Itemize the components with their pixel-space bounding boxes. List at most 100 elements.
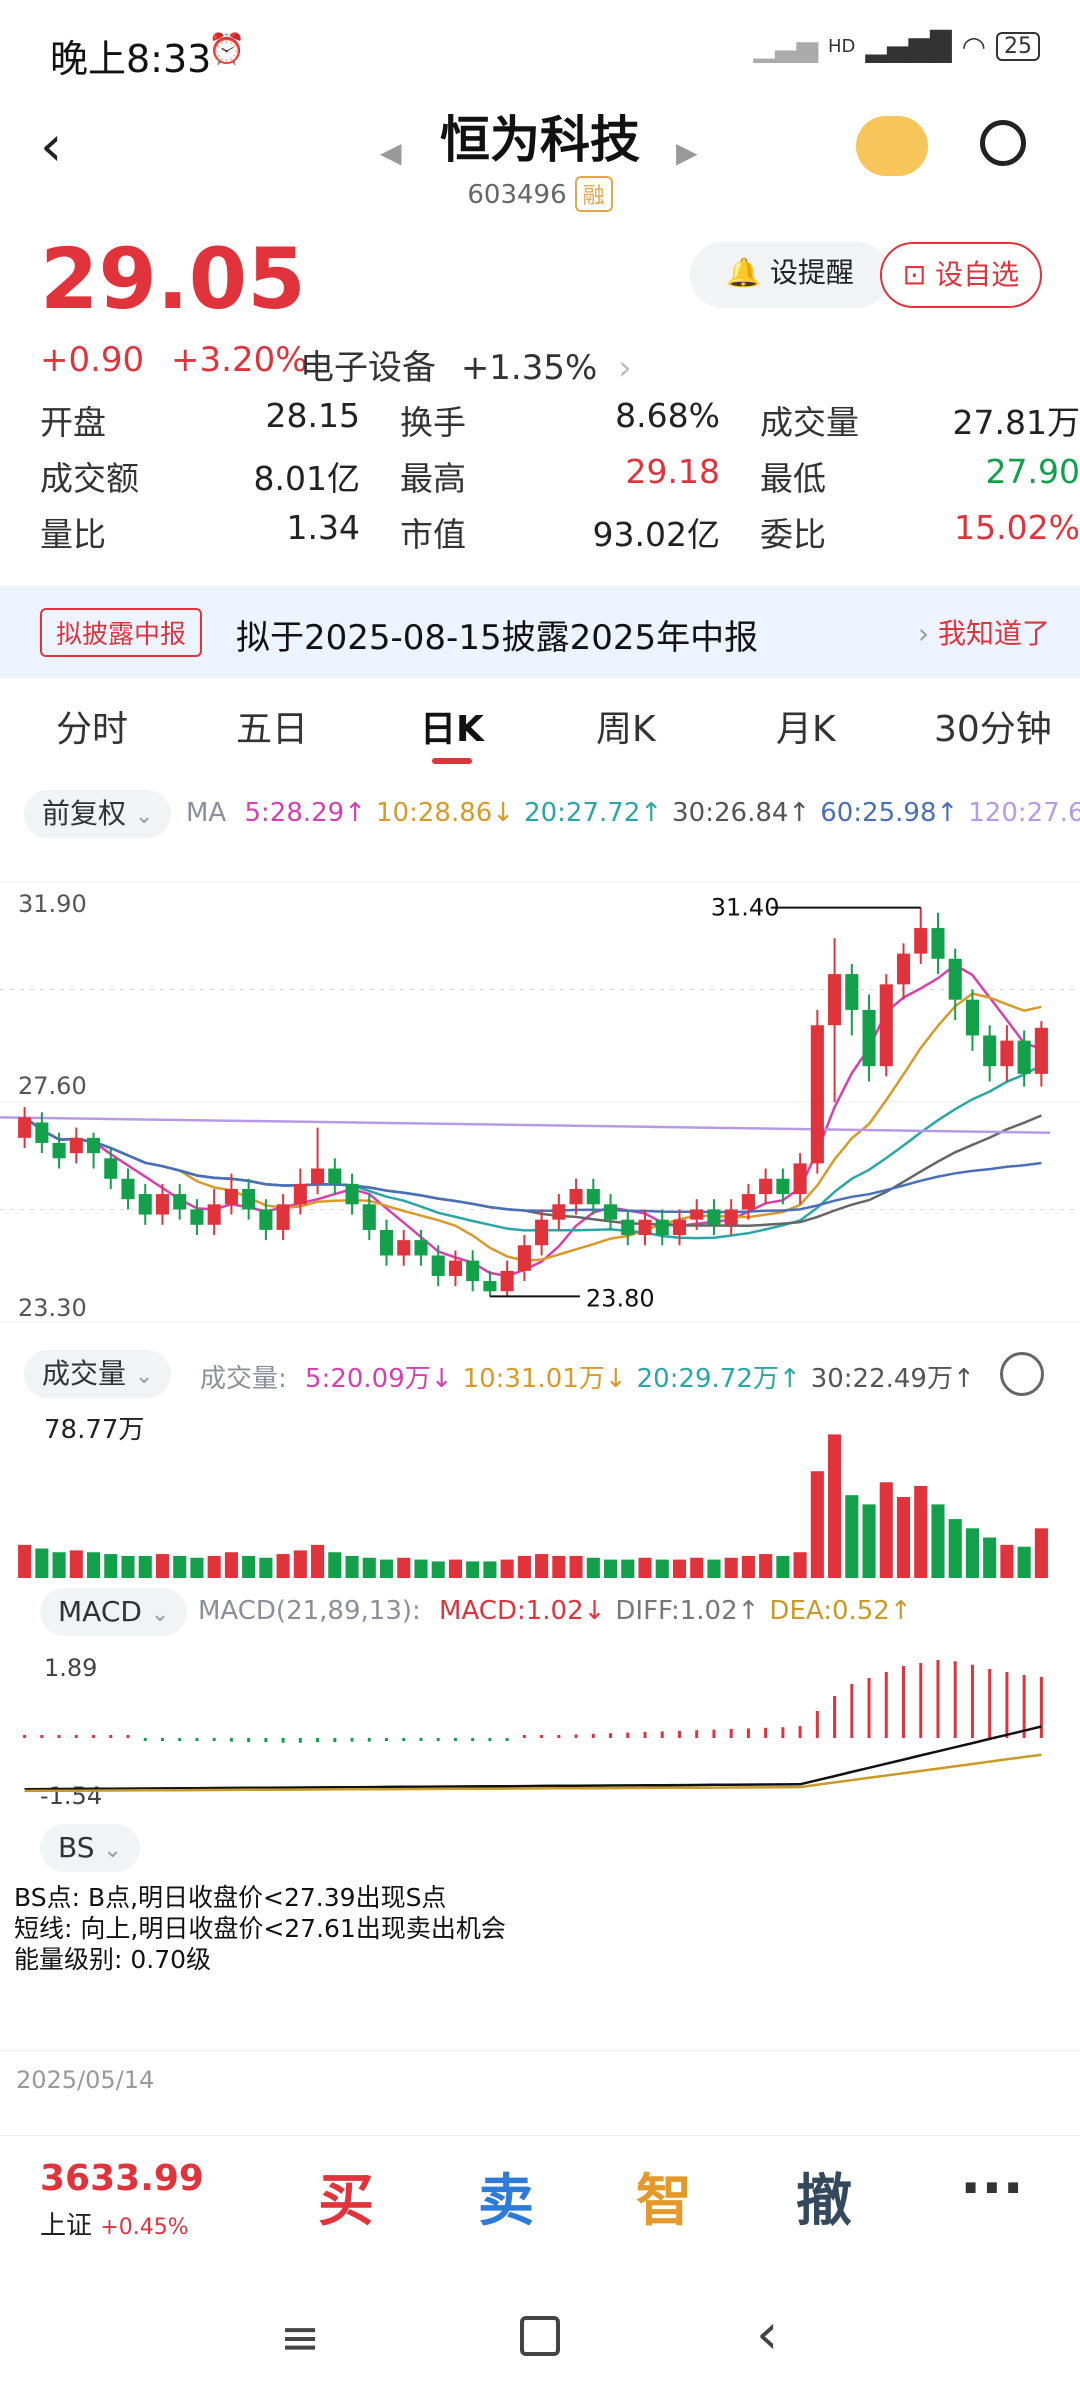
volume-bar — [52, 1552, 66, 1578]
volume-bar — [569, 1555, 583, 1578]
more-button[interactable]: ··· — [960, 2156, 1024, 2221]
candle — [242, 1178, 256, 1220]
volume-bar — [672, 1559, 687, 1578]
signal-icon: ▂▄▆█ — [865, 30, 952, 63]
volume-bar — [173, 1555, 187, 1578]
period-tabs: 分时 五日 日K 周K 月K 30分钟 — [0, 700, 1080, 770]
candle — [69, 1127, 83, 1164]
candle — [18, 1107, 32, 1149]
tab-2[interactable]: 日K — [420, 709, 484, 750]
volume-bar — [362, 1557, 376, 1578]
notice-tag: 拟披露中报 — [40, 608, 203, 657]
volume-bar — [621, 1559, 635, 1578]
volume-bar — [759, 1554, 773, 1578]
tab-1[interactable]: 五日 — [236, 709, 309, 750]
stat-label: 换手 — [400, 403, 466, 442]
volume-ma-value: 10:31.01万↓ — [462, 1364, 627, 1394]
kline-chart[interactable]: 31.90 27.60 23.30 31.40 23.80 — [0, 862, 1080, 1342]
stat-value: 27.81万 — [952, 403, 1080, 442]
index-name: 上证 — [40, 2211, 93, 2241]
volume-bar — [1017, 1546, 1031, 1578]
mascot-icon[interactable] — [856, 116, 928, 176]
tab-4[interactable]: 月K — [776, 709, 836, 750]
tab-0[interactable]: 分时 — [56, 709, 129, 750]
candle — [414, 1229, 428, 1266]
status-icons: ▁▃▅ HD ▂▄▆█ ◠ 25 — [753, 30, 1040, 63]
dismiss-label: 我知道了 — [937, 617, 1050, 650]
stat-label: 量比 — [40, 515, 106, 554]
sell-button[interactable]: 卖 — [478, 2169, 534, 2234]
candle — [896, 943, 911, 1000]
set-reminder-button[interactable]: 🔔 设提醒 — [690, 242, 890, 308]
tab-3[interactable]: 周K — [596, 709, 656, 750]
bs-dropdown[interactable]: BS ⌄ — [40, 1824, 140, 1872]
volume-bar — [931, 1504, 945, 1578]
candle — [35, 1112, 49, 1154]
next-stock-icon[interactable]: ▶ — [676, 136, 698, 169]
candle — [621, 1209, 635, 1246]
back-icon[interactable]: ‹ — [756, 2302, 779, 2367]
candle — [914, 907, 928, 964]
candle — [569, 1178, 583, 1215]
search-icon[interactable] — [980, 120, 1026, 166]
index-quote[interactable]: 3633.99 上证 +0.45% — [40, 2158, 204, 2242]
battery-icon: 25 — [996, 32, 1040, 61]
volume-bar — [655, 1559, 669, 1578]
stat-value: 8.68% — [615, 396, 720, 435]
ma-values: MA 5:28.29↑ 10:28.86↓ 20:27.72↑ 30:26.84↑ 60… — [186, 798, 1080, 828]
sector-name: 电子设备 — [300, 348, 436, 388]
smart-button[interactable]: 智 — [636, 2169, 692, 2234]
sector-link[interactable]: 电子设备 +1.35% › — [300, 340, 632, 389]
candle — [517, 1235, 531, 1282]
adjust-dropdown[interactable]: 前复权 ⌄ — [24, 790, 172, 838]
candle — [810, 1009, 824, 1174]
ma-value: 30:26.84↑ — [672, 798, 811, 828]
candle — [879, 974, 893, 1077]
candle — [500, 1260, 514, 1297]
prev-stock-icon[interactable]: ◀ — [380, 136, 402, 169]
chevron-down-icon: ⌄ — [134, 1364, 154, 1389]
stock-code-row: 603496 融 — [0, 176, 1080, 212]
cancel-order-button[interactable]: 撤 — [796, 2169, 852, 2234]
settings-icon[interactable] — [1000, 1352, 1044, 1396]
ma-value: 5:28.29↑ — [244, 798, 367, 828]
bell-icon: 🔔 — [726, 256, 761, 289]
volume-bar — [604, 1559, 618, 1578]
dismiss-notice-button[interactable]: › 我知道了 — [918, 612, 1050, 652]
stat-value: 8.01亿 — [253, 459, 360, 498]
macd-dropdown[interactable]: MACD ⌄ — [40, 1588, 188, 1636]
macd-axis-top: 1.89 — [44, 1654, 97, 1682]
stat-label: 市值 — [400, 515, 466, 554]
candle — [1000, 1025, 1014, 1082]
candle — [672, 1209, 687, 1246]
volume-bar — [190, 1557, 204, 1578]
volume-bar — [104, 1554, 118, 1578]
candle — [397, 1229, 411, 1266]
volume-bar — [948, 1519, 962, 1578]
stock-code: 603496 — [467, 180, 567, 210]
candle — [862, 994, 876, 1082]
volume-bar — [862, 1504, 876, 1578]
home-icon[interactable] — [520, 2316, 560, 2356]
volume-bar — [466, 1561, 480, 1578]
buy-button[interactable]: 买 — [318, 2169, 374, 2234]
index-value: 3633.99 — [40, 2158, 204, 2199]
volume-bar — [638, 1557, 652, 1578]
ma-label: MA — [186, 798, 227, 828]
back-arrow-icon[interactable]: ‹ — [40, 114, 63, 179]
candle — [155, 1183, 170, 1225]
alarm-icon: ⏰ — [208, 32, 246, 67]
candle — [741, 1183, 755, 1220]
add-favorite-button[interactable]: ⊡ 设自选 — [880, 242, 1042, 308]
volume-bar — [414, 1559, 428, 1578]
volume-bar — [810, 1471, 824, 1578]
volume-bar — [345, 1555, 359, 1578]
candle — [690, 1199, 704, 1230]
ma-value: 60:25.98↑ — [820, 798, 959, 828]
menu-icon[interactable]: ≡ — [280, 2310, 321, 2366]
candle — [173, 1183, 187, 1220]
volume-chart: 78.77万 — [18, 1415, 1048, 1578]
tab-5[interactable]: 30分钟 — [934, 709, 1052, 750]
stat-value: 28.15 — [265, 396, 360, 435]
volume-dropdown[interactable]: 成交量 ⌄ — [24, 1350, 172, 1398]
